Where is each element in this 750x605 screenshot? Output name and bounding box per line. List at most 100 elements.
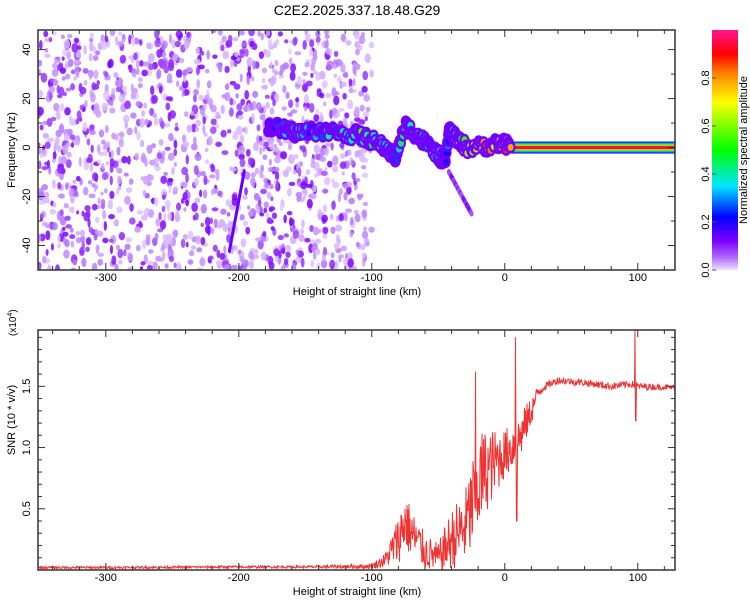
noise-cell [304,61,310,68]
noise-cell [143,254,148,264]
noise-cell [168,184,172,194]
noise-cell [259,114,266,121]
noise-cell [299,78,303,86]
noise-cell [230,167,237,172]
noise-cell [152,112,157,119]
noise-cell [243,171,251,180]
noise-cell [118,232,126,241]
noise-cell [139,266,144,270]
noise-cell [42,133,50,139]
noise-cell [359,104,365,112]
noise-cell [261,77,266,84]
noise-cell [204,159,210,165]
noise-cell [134,226,142,233]
noise-cell [124,195,131,205]
noise-cell [337,192,342,203]
noise-cell [246,74,250,85]
noise-cell [148,209,155,218]
noise-cell [280,151,288,160]
noise-cell [40,72,48,83]
noise-cell [172,53,179,62]
y-tick-label: 40 [21,43,33,55]
noise-cell [310,62,316,72]
noise-cell [104,125,109,134]
noise-cell [252,60,256,70]
noise-cell [298,234,305,242]
bottom-y-tick-labels: 0.5 1.0 1.5 [21,379,33,517]
noise-cell [258,51,265,60]
noise-cell [191,202,198,213]
noise-cell [79,229,85,237]
noise-cell [97,159,101,164]
noise-cell [67,33,73,39]
top-axis-ticks [38,30,675,271]
noise-cell [75,118,80,125]
noise-cell [161,205,166,213]
noise-cell [70,240,75,248]
noise-cell [279,203,284,212]
noise-cell [275,39,280,45]
noise-cell [264,49,271,58]
noise-cell [212,54,218,59]
noise-cell [130,33,135,40]
noise-cell [89,41,94,52]
noise-cell [164,146,171,151]
noise-cell [71,42,79,53]
noise-cell [123,172,129,177]
noise-cell [137,77,143,83]
noise-cell [340,81,347,88]
noise-cell [59,103,65,112]
noise-cell [310,72,314,78]
noise-cell [273,166,280,173]
noise-cell [133,52,138,61]
bottom-axis-ticks [38,330,675,570]
noise-cell [232,36,239,42]
noise-cell [209,174,216,179]
ridge-cell [507,143,514,151]
noise-cell [141,110,146,117]
noise-cell [43,191,50,199]
noise-cell [139,117,145,128]
colorbar-tick-label: 0.8 [700,70,712,85]
noise-cell [241,41,248,47]
noise-cell [234,149,239,158]
noise-cell [319,156,327,163]
noise-cell [199,257,206,267]
noise-cell [174,122,179,127]
x-tick-label: -300 [95,272,117,284]
noise-cell [222,50,230,60]
noise-cell [136,210,144,215]
noise-cell [292,169,297,175]
noise-cell [252,90,259,99]
noise-cell [282,62,290,70]
noise-cell [266,191,272,200]
noise-cell [215,260,223,266]
noise-cell [130,83,135,93]
noise-cell [102,237,109,244]
noise-cell [97,197,101,205]
noise-cell [181,91,185,97]
noise-cell [330,142,334,151]
noise-cell [57,234,61,243]
noise-cell [74,59,80,65]
noise-cell [239,214,245,221]
noise-cell [294,51,302,56]
noise-cell [273,146,280,153]
noise-cell [45,197,50,204]
noise-cell [243,220,249,227]
noise-cell [361,172,369,178]
noise-cell [184,68,188,76]
noise-cell [75,237,82,244]
noise-cell [173,139,178,149]
noise-cell [63,39,70,50]
noise-cell [128,64,133,73]
noise-cell [334,242,340,250]
noise-cell [101,102,109,111]
noise-cell [44,141,51,149]
noise-cell [38,233,42,243]
noise-cell [127,266,134,270]
noise-cell [100,198,106,206]
colorbar-tick-labels: 0.0 0.2 0.4 0.6 0.8 [700,70,716,278]
colorbar-tick-label: 0.4 [700,166,712,181]
noise-cell [65,87,72,92]
